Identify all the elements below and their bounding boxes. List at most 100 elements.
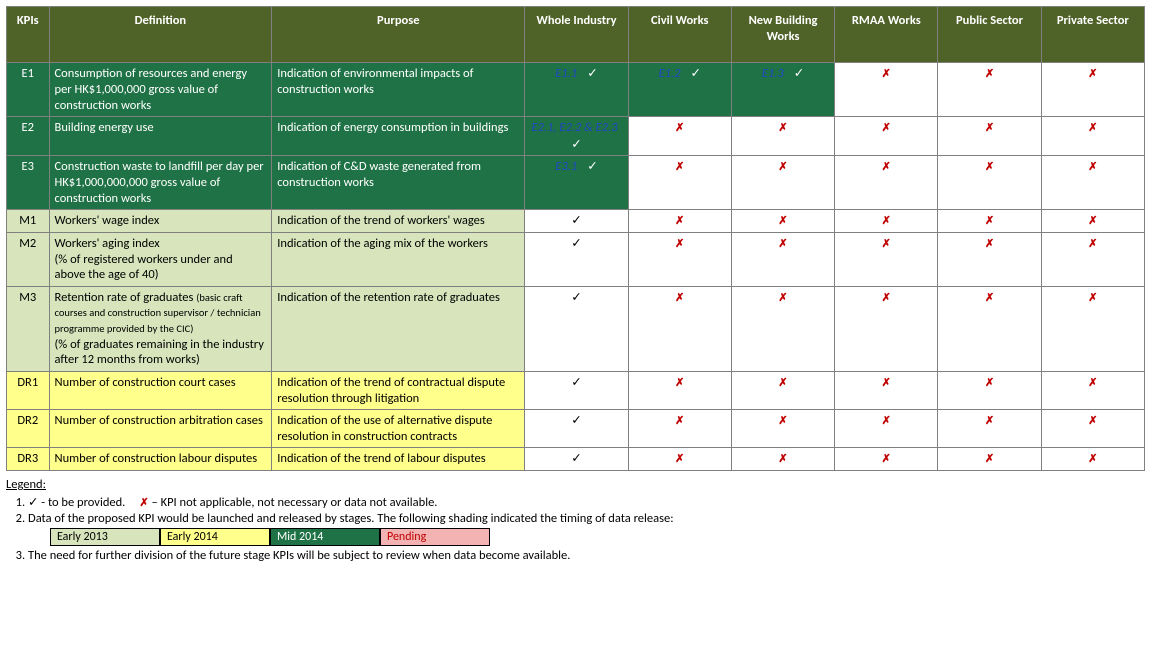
cell-cross: ✗ — [835, 232, 938, 286]
kpi-definition: Number of construction labour disputes — [49, 448, 272, 471]
kpi-definition: Workers' wage index — [49, 210, 272, 233]
cell-cross: ✗ — [1041, 117, 1144, 156]
legend-item-1: ✓ - to be provided. ✗ – KPI not applicab… — [28, 494, 1145, 510]
kpi-purpose: Indication of the trend of labour disput… — [272, 448, 525, 471]
cross-icon: ✗ — [675, 214, 684, 227]
table-row: M2Workers' aging index(% of registered w… — [7, 232, 1145, 286]
cell-cross: ✗ — [835, 448, 938, 471]
cell-cross: ✗ — [835, 117, 938, 156]
table-row: E3Construction waste to landfill per day… — [7, 156, 1145, 210]
legend-item-2-text: Data of the proposed KPI would be launch… — [28, 511, 674, 526]
cross-icon: ✗ — [778, 237, 787, 250]
kpi-id: E1 — [7, 63, 50, 117]
cell-cross: ✗ — [731, 210, 834, 233]
cross-icon: ✗ — [139, 496, 148, 509]
cross-icon: ✗ — [778, 414, 787, 427]
cell-cross: ✗ — [731, 371, 834, 409]
check-icon: ✓ — [571, 451, 581, 466]
cell-linkcheck: E2.1, E2.2 & E2.3✓ — [525, 117, 628, 156]
cross-icon: ✗ — [1088, 452, 1097, 465]
cross-icon: ✗ — [882, 121, 891, 134]
check-icon: ✓ — [571, 290, 581, 305]
kpi-definition: Number of construction arbitration cases — [49, 410, 272, 448]
cell-check: ✓ — [525, 410, 628, 448]
header-public: Public Sector — [938, 7, 1041, 63]
kpi-id: DR3 — [7, 448, 50, 471]
kpi-ref-link[interactable]: E1.1 — [555, 66, 577, 82]
kpi-purpose: Indication of environmental impacts of c… — [272, 63, 525, 117]
header-purpose: Purpose — [272, 7, 525, 63]
cross-icon: ✗ — [1088, 160, 1097, 173]
cross-icon: ✗ — [985, 237, 994, 250]
cross-icon: ✗ — [778, 160, 787, 173]
header-def: Definition — [49, 7, 272, 63]
cell-cross: ✗ — [1041, 410, 1144, 448]
kpi-definition: Construction waste to landfill per day p… — [49, 156, 272, 210]
cell-cross: ✗ — [628, 286, 731, 371]
cell-cross: ✗ — [628, 410, 731, 448]
cross-icon: ✗ — [985, 291, 994, 304]
cross-icon: ✗ — [985, 121, 994, 134]
check-icon: ✓ — [587, 159, 597, 175]
cross-icon: ✗ — [1088, 67, 1097, 80]
cell-cross: ✗ — [835, 286, 938, 371]
kpi-definition: Number of construction court cases — [49, 371, 272, 409]
table-header: KPIs Definition Purpose Whole Industry C… — [7, 7, 1145, 63]
kpi-purpose: Indication of the trend of workers' wage… — [272, 210, 525, 233]
cross-icon: ✗ — [1088, 414, 1097, 427]
cross-icon: ✗ — [882, 67, 891, 80]
cell-cross: ✗ — [731, 448, 834, 471]
cross-icon: ✗ — [882, 452, 891, 465]
table-row: DR2Number of construction arbitration ca… — [7, 410, 1145, 448]
cross-icon: ✗ — [985, 376, 994, 389]
header-private: Private Sector — [1041, 7, 1144, 63]
cross-icon: ✗ — [675, 414, 684, 427]
cross-icon: ✗ — [778, 452, 787, 465]
cell-check: ✓ — [525, 286, 628, 371]
cell-linkcheck: E1.1 ✓ — [525, 63, 628, 117]
cell-cross: ✗ — [628, 210, 731, 233]
cross-icon: ✗ — [778, 291, 787, 304]
check-icon: ✓ — [571, 236, 581, 251]
table-row: E1Consumption of resources and energy pe… — [7, 63, 1145, 117]
header-rmaa: RMAA Works — [835, 7, 938, 63]
kpi-purpose: Indication of C&D waste generated from c… — [272, 156, 525, 210]
kpi-purpose: Indication of the retention rate of grad… — [272, 286, 525, 371]
cell-cross: ✗ — [628, 448, 731, 471]
kpi-id: DR2 — [7, 410, 50, 448]
cell-cross: ✗ — [1041, 371, 1144, 409]
cell-cross: ✗ — [731, 156, 834, 210]
kpi-ref-link[interactable]: E2.1, E2.2 & E2.3 — [532, 120, 618, 136]
shade-early2013: Early 2013 — [50, 528, 160, 546]
check-icon: ✓ — [587, 66, 597, 82]
legend-cross-text: – KPI not applicable, not necessary or d… — [152, 495, 438, 510]
cross-icon: ✗ — [882, 376, 891, 389]
cross-icon: ✗ — [778, 121, 787, 134]
cross-icon: ✗ — [675, 237, 684, 250]
cross-icon: ✗ — [1088, 291, 1097, 304]
kpi-ref-link[interactable]: E3.1 — [555, 159, 577, 175]
legend: Legend: ✓ - to be provided. ✗ – KPI not … — [6, 477, 1145, 563]
check-icon: ✓ — [794, 66, 804, 82]
cell-cross: ✗ — [1041, 156, 1144, 210]
cross-icon: ✗ — [675, 160, 684, 173]
cell-cross: ✗ — [628, 117, 731, 156]
cross-icon: ✗ — [1088, 121, 1097, 134]
cross-icon: ✗ — [1088, 237, 1097, 250]
table-row: M1Workers' wage indexIndication of the t… — [7, 210, 1145, 233]
kpi-ref-link[interactable]: E1.3 — [762, 66, 784, 82]
legend-item-2: Data of the proposed KPI would be launch… — [28, 511, 1145, 546]
shade-row: Early 2013 Early 2014 Mid 2014 Pending — [50, 528, 1145, 546]
cell-cross: ✗ — [835, 63, 938, 117]
cell-check: ✓ — [525, 210, 628, 233]
table-row: DR1Number of construction court casesInd… — [7, 371, 1145, 409]
kpi-purpose: Indication of the use of alternative dis… — [272, 410, 525, 448]
kpi-definition: Consumption of resources and energy per … — [49, 63, 272, 117]
cell-cross: ✗ — [731, 286, 834, 371]
legend-check-text: ✓ - to be provided. — [28, 495, 125, 510]
cell-cross: ✗ — [731, 410, 834, 448]
cell-cross: ✗ — [1041, 210, 1144, 233]
kpi-ref-link[interactable]: E1.2 — [659, 66, 681, 82]
cell-cross: ✗ — [731, 117, 834, 156]
cell-cross: ✗ — [835, 371, 938, 409]
